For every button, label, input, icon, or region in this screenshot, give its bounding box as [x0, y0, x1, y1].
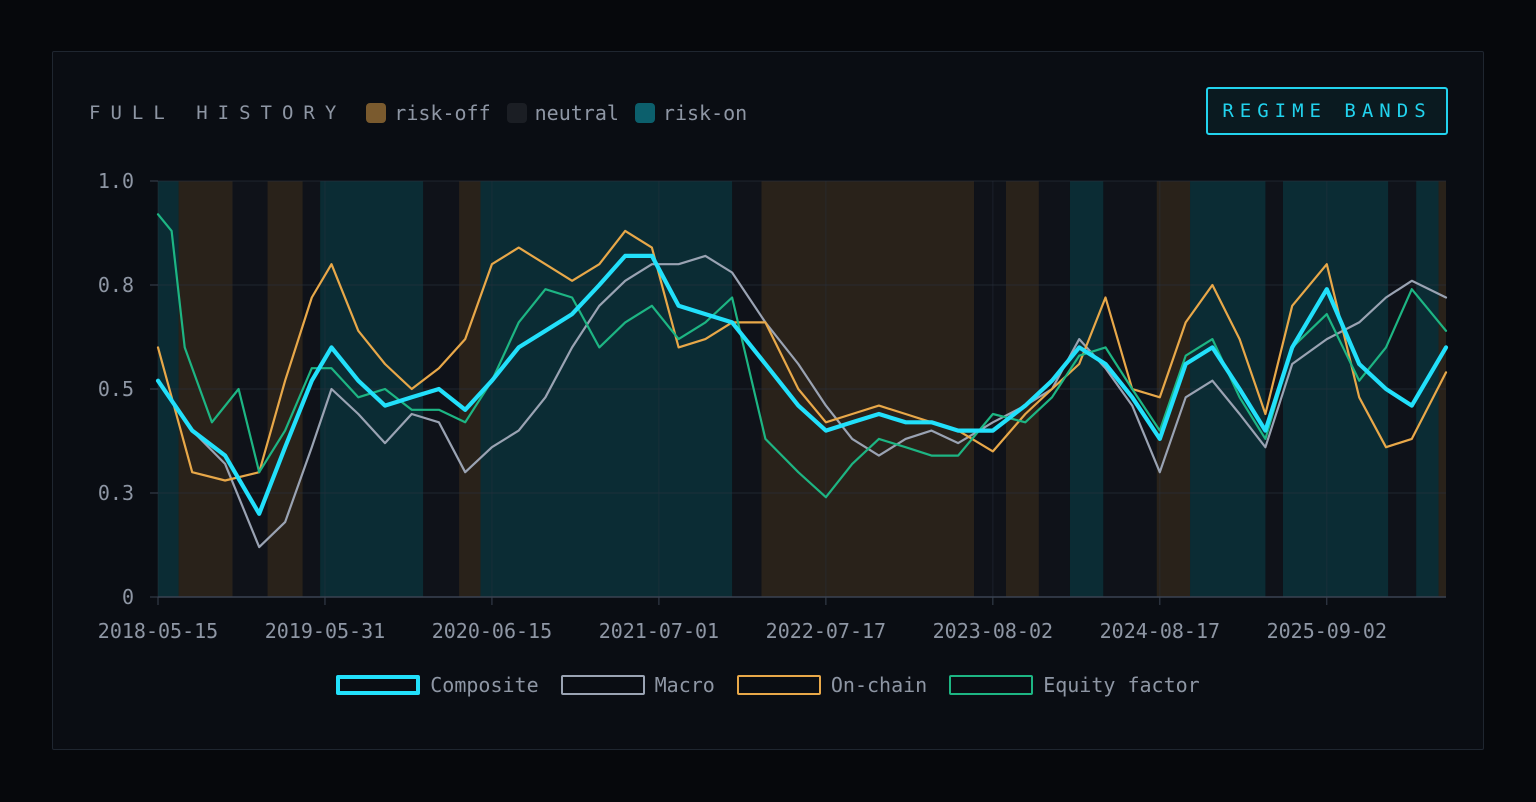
- x-tick-label: 2025-09-02: [1267, 619, 1387, 643]
- legend-item-composite[interactable]: Composite: [336, 673, 539, 697]
- on-chain-swatch: [736, 675, 821, 695]
- regime-bands-button[interactable]: REGIME BANDS: [1206, 87, 1448, 135]
- band-legend-risk-on: risk-on: [634, 101, 748, 125]
- series-legend: Composite Macro On-chain Equity factor: [53, 669, 1483, 701]
- risk-on-swatch: [634, 103, 655, 123]
- band-legend-risk-off: risk-off: [366, 101, 491, 125]
- y-tick-label: 0.3: [98, 481, 134, 505]
- macro-swatch: [560, 675, 645, 695]
- x-tick-label: 2022-07-17: [766, 619, 886, 643]
- equity-factor-swatch: [949, 675, 1034, 695]
- legend-label-equity-factor: Equity factor: [1043, 673, 1200, 697]
- line-chart: 0 0.3 0.5 0.8 1.0 2018-05-15 2019-05-31 2020-06…: [98, 169, 1449, 643]
- legend-item-on-chain[interactable]: On-chain: [736, 673, 928, 697]
- legend-label-composite: Composite: [430, 673, 539, 697]
- legend-item-equity-factor[interactable]: Equity factor: [949, 673, 1200, 697]
- chart-header: FULL HISTORY risk-off neutral risk-on: [89, 98, 763, 128]
- series-line-macro: [156, 254, 1448, 549]
- neutral-swatch: [506, 103, 527, 123]
- x-tick-label: 2019-05-31: [265, 619, 385, 643]
- x-tick-label: 2024-08-17: [1100, 619, 1220, 643]
- band-label-risk-off: risk-off: [394, 101, 491, 125]
- x-tick-label: 2020-06-15: [432, 619, 552, 643]
- chart-panel: FULL HISTORY risk-off neutral risk-on RE…: [52, 51, 1484, 750]
- y-tick-label: 0: [122, 585, 134, 609]
- series-line-on-chain: [156, 229, 1448, 482]
- legend-label-macro: Macro: [654, 673, 715, 697]
- band-label-neutral: neutral: [534, 101, 619, 125]
- series-layer: [155, 213, 1449, 549]
- series-line-composite: [155, 253, 1449, 516]
- legend-item-macro[interactable]: Macro: [560, 673, 715, 697]
- axis-layer: 0 0.3 0.5 0.8 1.0 2018-05-15 2019-05-31 2020-06…: [98, 169, 1446, 643]
- band-legend-neutral: neutral: [506, 101, 619, 125]
- y-tick-label: 0.5: [98, 377, 134, 401]
- composite-swatch: [336, 675, 421, 695]
- legend-label-on-chain: On-chain: [830, 673, 928, 697]
- band-label-risk-on: risk-on: [662, 101, 748, 125]
- y-tick-label: 1.0: [98, 169, 134, 193]
- series-line-equity-factor: [156, 213, 1448, 499]
- y-tick-label: 0.8: [98, 273, 134, 297]
- x-tick-label: 2021-07-01: [599, 619, 719, 643]
- risk-off-swatch: [366, 103, 387, 123]
- x-tick-label: 2018-05-15: [98, 619, 218, 643]
- x-tick-label: 2023-08-02: [933, 619, 1053, 643]
- chart-title: FULL HISTORY: [89, 102, 347, 124]
